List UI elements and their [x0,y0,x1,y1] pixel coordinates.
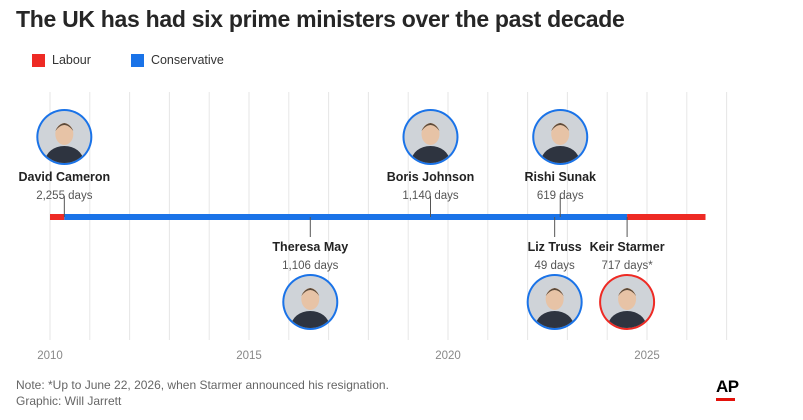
portrait-icon [526,274,583,330]
pm-rishi-sunak: Rishi Sunak 619 days [524,109,596,217]
timeline-segment-conservative [64,214,628,220]
portrait-shoulders [608,311,647,328]
portrait-shoulders [535,311,574,328]
portrait-head [55,123,74,145]
portrait-hair [551,123,570,131]
timeline-chart: 2010 2015 2020 2025 David Cameron 2,255 days… [18,92,728,362]
legend-swatch-conservative [130,53,144,67]
pm-boris-johnson: Boris Johnson 1,140 days [387,109,475,217]
portrait-figure [608,288,647,328]
portrait-icon [402,109,459,165]
ap-logo: AP [716,377,739,401]
pm-keir-starmer: Keir Starmer 717 days* [590,217,665,330]
legend: Labour Conservative [32,53,264,67]
portrait-shoulders [291,311,330,328]
portrait-icon [599,274,656,330]
pm-days: 717 days* [602,260,654,272]
portrait-hair [545,288,564,296]
x-tick-label: 2010 [37,350,63,362]
footer-credit: Graphic: Will Jarrett [16,394,122,408]
pm-liz-truss: Liz Truss 49 days [526,217,583,330]
pm-david-cameron: David Cameron 2,255 days [18,109,110,217]
legend-swatch-labour [32,53,45,67]
pm-days: 1,140 days [402,190,459,202]
portrait-shoulders [541,146,580,163]
portrait-head [421,123,440,145]
prime-minister-markers: David Cameron 2,255 days Theresa May 1,106 … [18,109,665,330]
portrait-shoulders [411,146,450,163]
x-tick-label: 2015 [236,350,262,362]
portrait-shoulders [45,146,84,163]
portrait-head [545,288,564,310]
portrait-hair [618,288,637,296]
pm-name: Theresa May [272,240,348,254]
portrait-figure [535,288,574,328]
pm-days: 619 days [537,190,584,202]
pm-name: David Cameron [18,170,110,184]
legend-item-labour: Labour [32,53,91,67]
legend-label-labour: Labour [52,53,91,67]
portrait-icon [532,109,589,165]
portrait-hair [55,123,74,131]
timeline-segment-labour [627,214,706,220]
x-tick-label: 2020 [435,350,461,362]
pm-days: 2,255 days [36,190,93,202]
portrait-figure [45,123,84,163]
portrait-icon [36,109,93,165]
portrait-head [301,288,320,310]
pm-days: 1,106 days [282,260,339,272]
timeline-bars [50,214,706,220]
pm-days: 49 days [535,260,576,272]
pm-theresa-may: Theresa May 1,106 days [272,217,348,330]
ap-logo-underline [716,398,735,401]
legend-label-conservative: Conservative [150,53,224,67]
portrait-hair [301,288,320,296]
legend-item-conservative: Conservative [130,53,224,67]
portrait-figure [411,123,450,163]
pm-name: Rishi Sunak [524,170,596,184]
portrait-figure [291,288,330,328]
pm-name: Keir Starmer [590,240,665,254]
x-axis-ticks: 2010 2015 2020 2025 [37,350,660,362]
x-tick-label: 2025 [634,350,660,362]
pm-name: Liz Truss [528,240,582,254]
footer-note: Note: *Up to June 22, 2026, when Starmer… [16,378,389,392]
portrait-hair [421,123,440,131]
pm-name: Boris Johnson [387,170,475,184]
footer: Note: *Up to June 22, 2026, when Starmer… [16,377,389,409]
chart-title: The UK has had six prime ministers over … [16,6,625,32]
portrait-head [618,288,637,310]
portrait-icon [282,274,339,330]
portrait-head [551,123,570,145]
timeline-segment-labour [50,214,65,220]
portrait-figure [541,123,580,163]
ap-logo-text: AP [716,377,739,396]
